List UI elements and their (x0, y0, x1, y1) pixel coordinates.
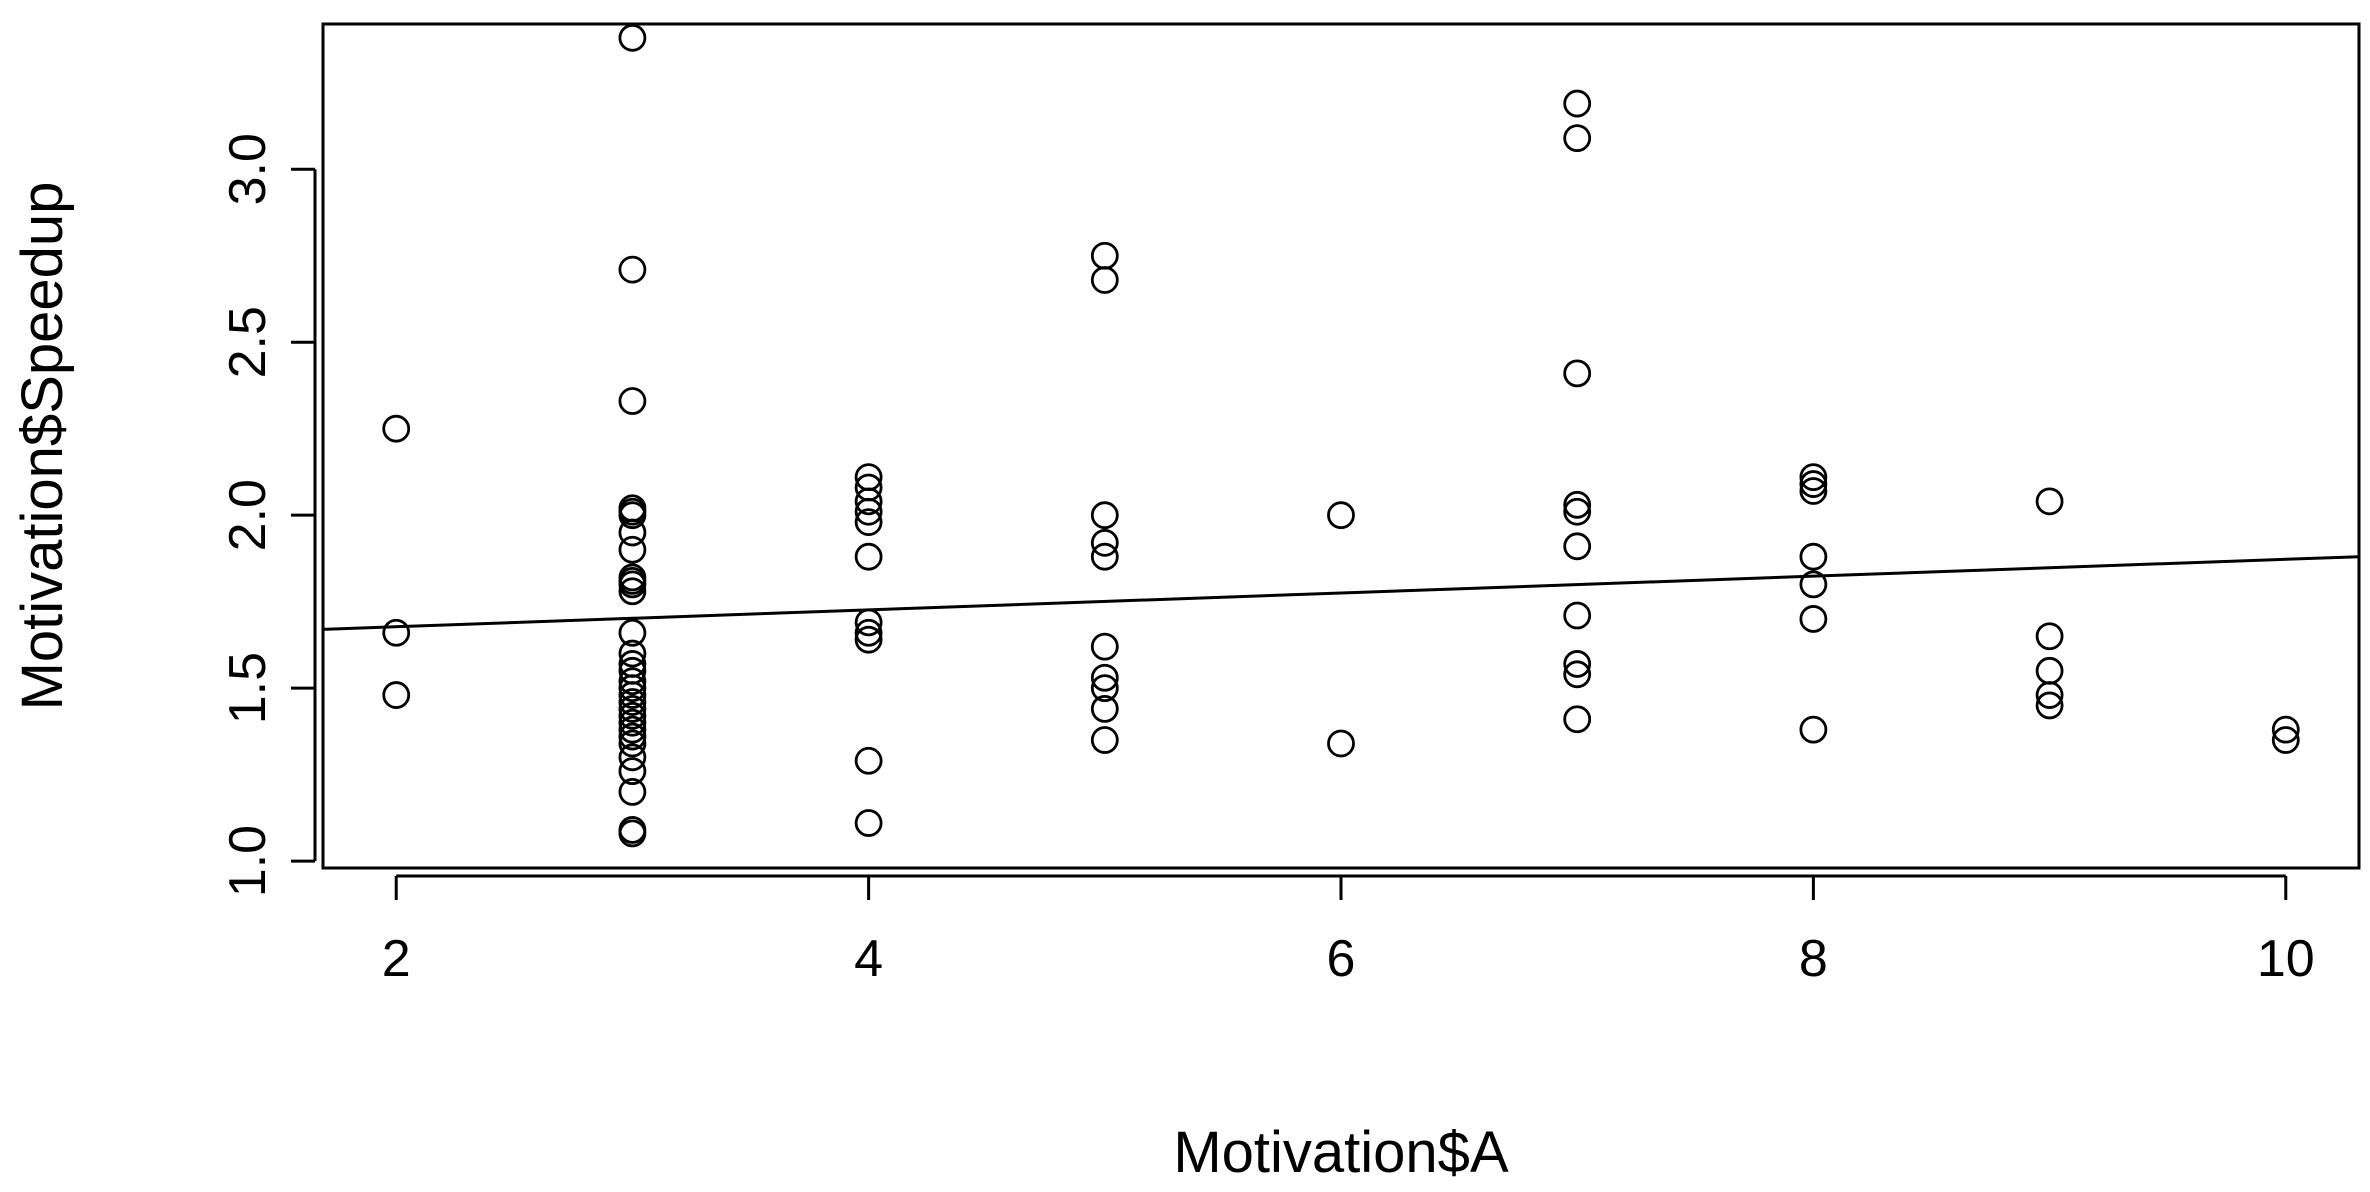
data-point (1799, 570, 1828, 599)
data-point (2035, 691, 2064, 720)
data-point (618, 674, 647, 703)
data-point (2035, 487, 2064, 516)
data-point (618, 639, 647, 668)
data-point (1090, 501, 1119, 530)
data-point (1799, 715, 1828, 744)
data-point (618, 501, 647, 530)
data-point (618, 694, 647, 723)
data-point (618, 577, 647, 606)
data-point (1090, 694, 1119, 723)
data-point (1327, 729, 1355, 758)
data-point (618, 667, 647, 696)
data-point (618, 757, 647, 786)
data-point (1090, 241, 1119, 270)
y-axis: 1.0 1.5 2.0 2.5 3.0 (219, 133, 317, 897)
data-point (618, 618, 647, 647)
data-point (1327, 501, 1355, 530)
data-point (2035, 656, 2064, 685)
plot-frame (321, 22, 2361, 870)
data-point (618, 535, 647, 564)
data-point (618, 387, 647, 415)
data-point (618, 701, 647, 730)
data-point (2271, 715, 2300, 744)
data-point (1563, 359, 1592, 388)
data-point (2271, 726, 2300, 754)
data-point (1799, 477, 1828, 505)
data-point (854, 542, 883, 571)
data-point (618, 255, 647, 284)
y-tick-label: 1.5 (219, 652, 277, 724)
data-point (1090, 528, 1119, 557)
data-point (1799, 542, 1828, 571)
data-point (2035, 622, 2064, 651)
y-tick-label: 2.5 (219, 306, 277, 378)
data-point (618, 688, 647, 716)
data-point (854, 497, 883, 526)
data-point (618, 570, 647, 599)
data-point (854, 487, 883, 516)
data-point (1090, 632, 1119, 661)
x-axis: 2 4 6 8 10 (382, 874, 2315, 988)
data-point (854, 618, 883, 647)
data-point (1090, 663, 1119, 692)
data-point (854, 625, 883, 654)
data-point (854, 746, 883, 775)
y-tick-label: 2.0 (219, 479, 277, 551)
data-point (618, 681, 647, 709)
data-point (1563, 490, 1592, 519)
data-point (618, 23, 647, 52)
data-point (1090, 726, 1119, 754)
data-point (1799, 605, 1828, 633)
y-axis-title: Motivation$Speedup (10, 182, 75, 711)
data-point (618, 708, 647, 737)
data-point (618, 743, 647, 772)
data-point (1563, 650, 1592, 678)
data-point (1799, 463, 1828, 492)
regression-line-group (322, 555, 2360, 631)
data-point (1799, 470, 1828, 498)
data-point (2035, 681, 2064, 709)
data-point (618, 518, 647, 547)
data-point (1563, 601, 1592, 630)
data-point (854, 608, 883, 637)
data-point (618, 778, 647, 806)
x-tick-label: 6 (1327, 930, 1356, 988)
data-point (854, 809, 883, 837)
y-tick-label: 3.0 (219, 133, 277, 205)
data-point (1563, 705, 1592, 734)
data-point (1090, 674, 1119, 703)
data-point (618, 819, 647, 848)
data-point (1563, 532, 1592, 561)
data-point (854, 508, 883, 536)
y-tick-label: 1.0 (219, 825, 277, 897)
data-point (1563, 124, 1592, 153)
data-point (1090, 542, 1119, 571)
data-points (382, 23, 2300, 848)
x-tick-label: 10 (2257, 930, 2315, 988)
data-point (1090, 266, 1119, 294)
plot-area (321, 22, 2361, 870)
x-tick-label: 8 (1799, 930, 1828, 988)
data-point (618, 722, 647, 751)
data-point (1563, 497, 1592, 526)
x-tick-label: 2 (382, 930, 411, 988)
data-point (382, 681, 411, 709)
data-point (618, 715, 647, 744)
x-tick-label: 4 (854, 930, 883, 988)
regression-line (322, 555, 2360, 631)
x-axis-title: Motivation$A (1173, 1120, 1509, 1185)
data-point (1563, 89, 1592, 118)
data-point (1563, 660, 1592, 689)
data-point (382, 414, 411, 443)
data-point (382, 618, 411, 647)
data-point (618, 729, 647, 758)
